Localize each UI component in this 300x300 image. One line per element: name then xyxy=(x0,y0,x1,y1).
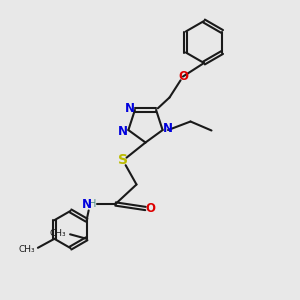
Text: O: O xyxy=(145,202,155,215)
Text: CH₃: CH₃ xyxy=(18,245,35,254)
Text: S: S xyxy=(118,154,128,167)
Text: N: N xyxy=(118,125,128,138)
Text: N: N xyxy=(163,122,173,135)
Text: H: H xyxy=(89,199,97,209)
Text: CH₃: CH₃ xyxy=(50,229,67,238)
Text: O: O xyxy=(178,70,188,83)
Text: N: N xyxy=(82,197,92,211)
Text: N: N xyxy=(124,102,134,115)
